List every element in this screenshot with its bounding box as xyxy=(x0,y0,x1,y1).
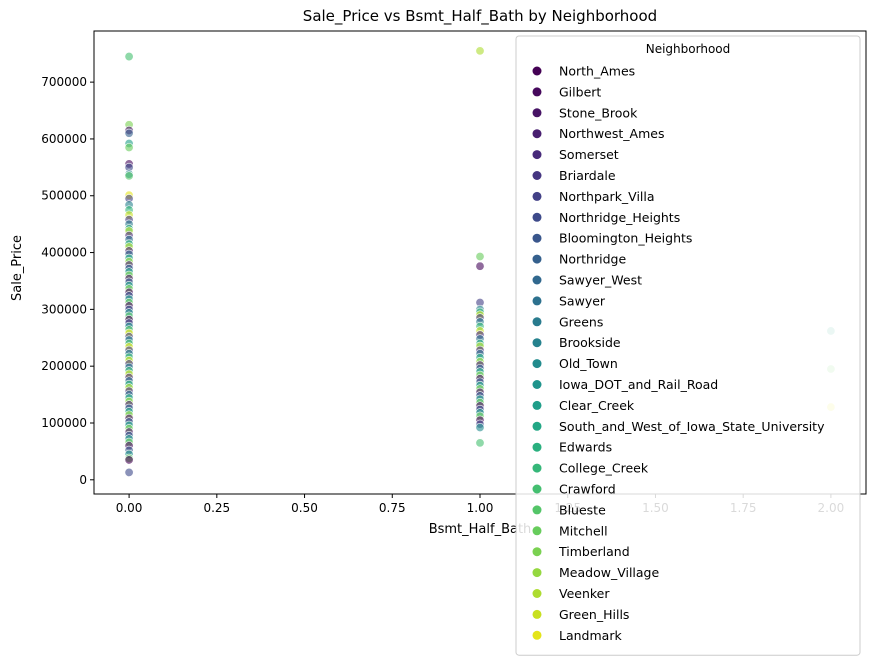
legend-label: Briardale xyxy=(559,168,616,183)
data-point xyxy=(475,423,485,433)
x-tick-label: 1.00 xyxy=(467,501,494,515)
data-point xyxy=(475,438,485,448)
legend-label: Gilbert xyxy=(559,84,601,99)
legend-marker xyxy=(532,254,542,264)
legend-marker xyxy=(532,400,542,410)
legend-marker xyxy=(532,191,542,201)
legend-marker xyxy=(532,505,542,515)
legend-label: Blueste xyxy=(559,502,606,517)
data-point xyxy=(124,128,134,138)
legend-label: Brookside xyxy=(559,335,621,350)
legend-label: Edwards xyxy=(559,440,612,455)
x-tick-label: 0.25 xyxy=(203,501,230,515)
legend-title: Neighborhood xyxy=(646,42,731,56)
x-tick-label: 0.00 xyxy=(116,501,143,515)
legend-marker xyxy=(532,66,542,76)
data-point xyxy=(475,261,485,271)
x-tick-label: 0.75 xyxy=(379,501,406,515)
chart-title: Sale_Price vs Bsmt_Half_Bath by Neighbor… xyxy=(303,7,657,26)
legend-label: Old_Town xyxy=(559,356,618,371)
legend-label: Sawyer_West xyxy=(559,273,642,288)
legend-label: North_Ames xyxy=(559,64,635,79)
legend-marker xyxy=(532,129,542,139)
legend-marker xyxy=(532,442,542,452)
legend-label: Sawyer xyxy=(559,293,606,308)
legend-label: Meadow_Village xyxy=(559,565,659,580)
legend-label: Northwest_Ames xyxy=(559,126,664,141)
legend-label: Northridge_Heights xyxy=(559,210,680,225)
y-tick-label: 0 xyxy=(79,473,87,487)
y-tick-label: 100000 xyxy=(41,416,87,430)
legend-marker xyxy=(532,150,542,160)
legend-marker xyxy=(532,212,542,222)
legend-label: Iowa_DOT_and_Rail_Road xyxy=(559,377,718,392)
data-point xyxy=(124,142,134,152)
y-tick-label: 200000 xyxy=(41,359,87,373)
x-tick-label: 0.50 xyxy=(291,501,318,515)
legend-label: Somerset xyxy=(559,147,619,162)
y-tick-label: 400000 xyxy=(41,246,87,260)
legend-marker xyxy=(532,380,542,389)
legend: Neighborhood North_Ames Gilbert Stone_Brook… xyxy=(515,35,861,656)
legend-label: Green_Hills xyxy=(559,607,629,622)
legend-marker xyxy=(532,589,542,598)
legend-marker xyxy=(532,108,542,118)
legend-label: Clear_Creek xyxy=(559,398,635,413)
legend-marker xyxy=(532,359,542,369)
legend-label: College_Creek xyxy=(559,461,649,476)
data-point xyxy=(124,455,134,465)
legend-marker xyxy=(532,421,542,431)
data-point xyxy=(124,171,134,181)
legend-label: Mitchell xyxy=(559,523,608,538)
legend-marker xyxy=(532,526,542,536)
legend-label: Greens xyxy=(559,314,603,329)
legend-marker xyxy=(532,609,542,619)
legend-marker xyxy=(532,568,542,578)
legend-marker xyxy=(532,338,542,348)
legend-label: Veenker xyxy=(559,586,610,601)
legend-marker xyxy=(532,463,542,473)
legend-marker xyxy=(532,171,542,180)
legend-label: Bloomington_Heights xyxy=(559,231,692,246)
y-tick-label: 600000 xyxy=(41,132,87,146)
data-point xyxy=(475,46,485,56)
legend-marker xyxy=(532,484,542,494)
legend-marker xyxy=(532,547,542,557)
x-axis-label: Bsmt_Half_Bath xyxy=(429,522,532,537)
legend-label: Northridge xyxy=(559,252,626,267)
y-tick-label: 300000 xyxy=(41,302,87,316)
legend-label: Landmark xyxy=(559,628,622,643)
y-tick-label: 700000 xyxy=(41,75,87,89)
legend-label: Stone_Brook xyxy=(559,105,638,120)
legend-label: Northpark_Villa xyxy=(559,189,655,204)
plot-area: 0.000.250.500.751.001.251.501.752.000100… xyxy=(41,30,867,515)
legend-marker xyxy=(532,630,542,640)
legend-marker xyxy=(532,317,542,327)
legend-marker xyxy=(532,296,542,306)
legend-marker xyxy=(532,87,542,97)
y-tick-label: 500000 xyxy=(41,189,87,203)
data-point xyxy=(124,467,134,477)
legend-marker xyxy=(532,275,542,285)
legend-label: Timberland xyxy=(558,544,630,559)
y-axis-label: Sale_Price xyxy=(10,235,25,301)
data-point xyxy=(124,52,134,62)
data-point xyxy=(475,252,485,262)
legend-marker xyxy=(532,233,542,243)
legend-label: South_and_West_of_Iowa_State_University xyxy=(559,419,825,434)
legend-label: Crawford xyxy=(559,482,616,497)
legend-box xyxy=(515,35,861,656)
